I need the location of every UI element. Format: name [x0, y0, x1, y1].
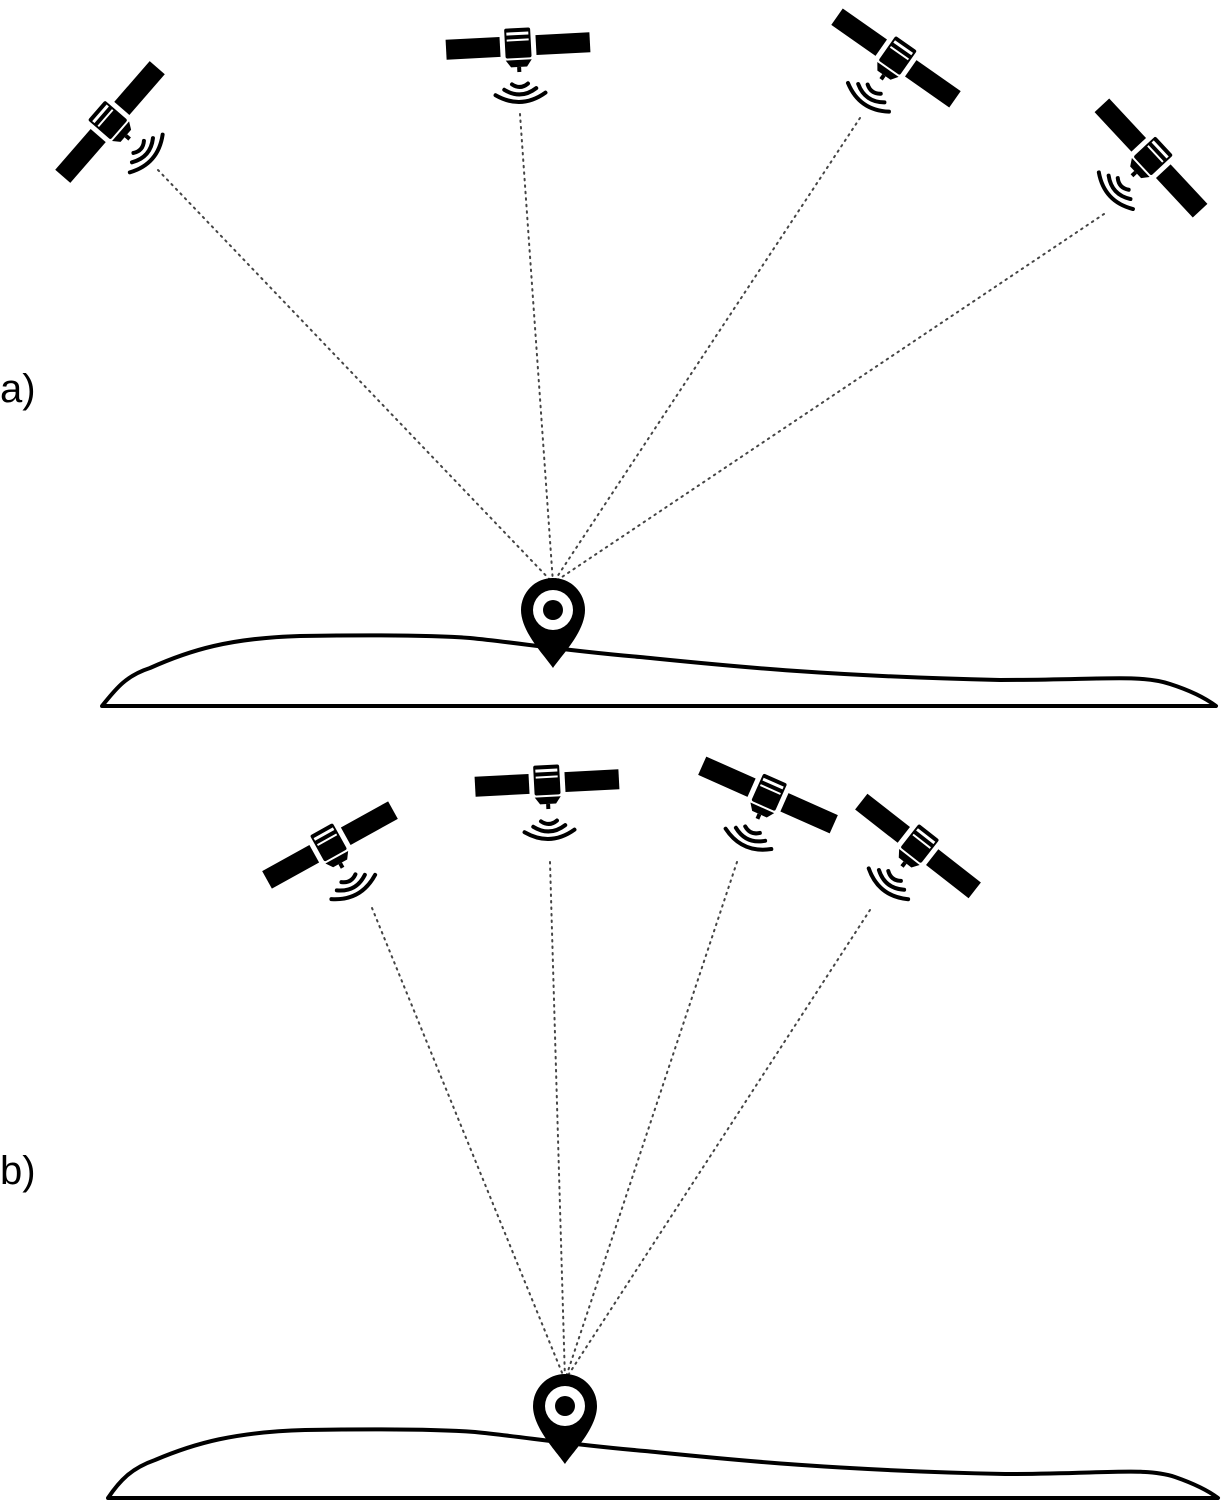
- satellite-icon: [677, 747, 844, 878]
- panel-label-a: a): [0, 367, 36, 411]
- satellite-icon: [474, 761, 622, 842]
- location-pin-icon: [533, 1374, 597, 1464]
- sight-line: [549, 861, 566, 1381]
- sight-line: [371, 907, 566, 1381]
- sight-line: [552, 213, 1105, 584]
- sight-lines-a: [157, 113, 1105, 584]
- panel-b: b): [0, 747, 1220, 1500]
- satellite-icon: [824, 785, 988, 937]
- satellite-icon: [802, 0, 968, 148]
- sight-line: [157, 169, 554, 584]
- satellite-icon: [256, 792, 423, 931]
- panel-label-b: b): [0, 1149, 36, 1193]
- sight-line: [552, 117, 861, 584]
- location-pin-icon: [521, 578, 585, 668]
- panel-a: a): [0, 0, 1218, 708]
- sight-line: [519, 113, 554, 584]
- sight-line: [564, 909, 871, 1381]
- sight-lines-b: [371, 861, 871, 1381]
- terrain: [100, 633, 1218, 708]
- satellite-icon: [1058, 91, 1216, 251]
- terrain: [106, 1427, 1220, 1500]
- satellite-icon: [445, 24, 593, 105]
- sight-line: [564, 861, 738, 1381]
